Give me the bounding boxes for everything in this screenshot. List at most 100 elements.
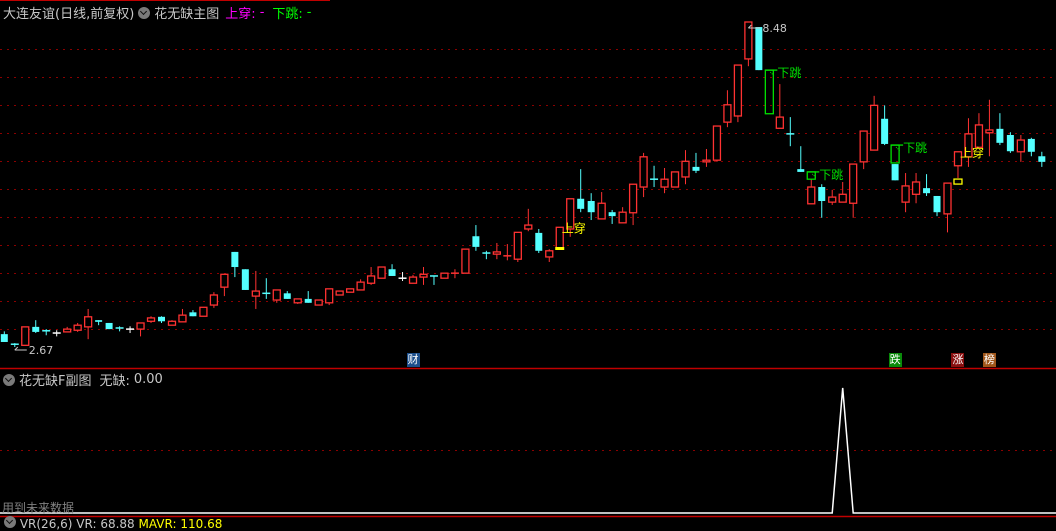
- candle-body: [545, 250, 554, 258]
- candle-body: [105, 322, 113, 330]
- gap-down-arrow: [895, 146, 901, 152]
- candle: [775, 84, 784, 129]
- cross-up-marker: [555, 246, 565, 250]
- candle-body: [189, 312, 197, 317]
- candle: [797, 146, 805, 172]
- candle-body: [136, 322, 145, 330]
- candle-body: [535, 232, 543, 251]
- candle-body: [335, 290, 344, 296]
- event-badge[interactable]: 榜: [982, 353, 996, 367]
- up-signal-value: -: [259, 5, 265, 20]
- candle-body: [209, 294, 219, 306]
- candle-body: [797, 169, 805, 172]
- candle-body: [974, 124, 984, 148]
- candle-body: [923, 188, 931, 194]
- candle-body: [356, 281, 365, 291]
- candle-body: [199, 306, 208, 317]
- candle-body: [712, 125, 722, 161]
- candle: [943, 182, 952, 233]
- candle-body: [1016, 139, 1026, 153]
- candle: [461, 248, 470, 274]
- candle-body: [849, 163, 858, 204]
- candle-body: [377, 266, 386, 279]
- candle: [492, 242, 502, 260]
- candle: [429, 275, 438, 285]
- candle: [42, 329, 51, 336]
- candle-body: [628, 183, 638, 214]
- candle: [1027, 137, 1035, 157]
- candle: [618, 207, 627, 224]
- candle-body: [933, 195, 941, 213]
- candle-body: [304, 298, 312, 303]
- candle: [933, 195, 941, 217]
- chevron-down-icon[interactable]: [3, 373, 15, 386]
- candle: [209, 292, 219, 308]
- candle-body: [283, 293, 291, 299]
- candle-body: [220, 273, 229, 288]
- gap-down-box: [890, 144, 900, 164]
- candle-body: [838, 193, 847, 203]
- candle-body: [272, 289, 281, 301]
- candle: [52, 330, 61, 337]
- candle: [1038, 151, 1046, 167]
- candle: [545, 249, 554, 262]
- sub-indicator-name[interactable]: 花无缺F副图: [19, 374, 92, 389]
- candle: [597, 192, 606, 220]
- candle: [105, 322, 113, 330]
- candle: [712, 125, 722, 162]
- indicator-name[interactable]: 花无缺主图: [154, 7, 220, 22]
- candle: [126, 326, 135, 334]
- chevron-down-icon[interactable]: [4, 516, 16, 528]
- candle: [73, 322, 82, 332]
- gap-down-label: 下跳: [819, 168, 843, 182]
- candle: [786, 117, 795, 147]
- candle: [744, 21, 753, 67]
- candle: [83, 308, 93, 340]
- candle-body: [587, 201, 595, 213]
- chevron-down-icon[interactable]: [138, 6, 151, 19]
- candle: [10, 343, 19, 348]
- candle-body: [744, 21, 753, 60]
- candle-body: [755, 27, 763, 71]
- wuque-series-line: [0, 387, 1056, 514]
- mavr-value: MAVR: 110.68: [138, 517, 223, 531]
- candle: [849, 163, 858, 218]
- cross-up-label: 上穿: [562, 220, 586, 235]
- candle: [577, 169, 585, 213]
- candle: [828, 189, 837, 205]
- event-badge[interactable]: 财: [406, 353, 420, 367]
- candle: [566, 198, 575, 237]
- gap-down-label: 下跳: [777, 66, 801, 80]
- low-label: 2.67: [29, 344, 53, 357]
- candle: [650, 165, 659, 188]
- candle-body: [1006, 134, 1014, 152]
- candle-body: [818, 187, 826, 202]
- candle: [670, 171, 680, 188]
- candle-body: [891, 164, 899, 181]
- candle: [524, 208, 533, 232]
- candle: [115, 326, 124, 332]
- event-badge[interactable]: 跌: [888, 353, 902, 367]
- candle: [272, 289, 281, 303]
- candle: [1006, 132, 1014, 153]
- candle: [189, 310, 197, 317]
- up-signal-label: 上穿:: [225, 7, 256, 22]
- candle: [996, 113, 1004, 146]
- candle: [146, 316, 156, 323]
- candle: [335, 290, 344, 296]
- candle: [408, 274, 418, 284]
- candle: [974, 113, 984, 148]
- candle-body: [345, 288, 355, 293]
- candle: [345, 288, 355, 293]
- candle: [450, 269, 459, 279]
- candle-body: [1027, 138, 1035, 152]
- high-label: 8.48: [762, 22, 787, 35]
- candle-body: [440, 272, 449, 279]
- event-badge[interactable]: 涨: [951, 353, 965, 367]
- vr-name: VR(26,6): [19, 517, 73, 531]
- candle-body: [566, 198, 575, 230]
- sub-indicator-value: 0.00: [133, 372, 163, 387]
- candle: [440, 272, 449, 279]
- candle-body: [21, 326, 30, 346]
- candle: [95, 320, 103, 326]
